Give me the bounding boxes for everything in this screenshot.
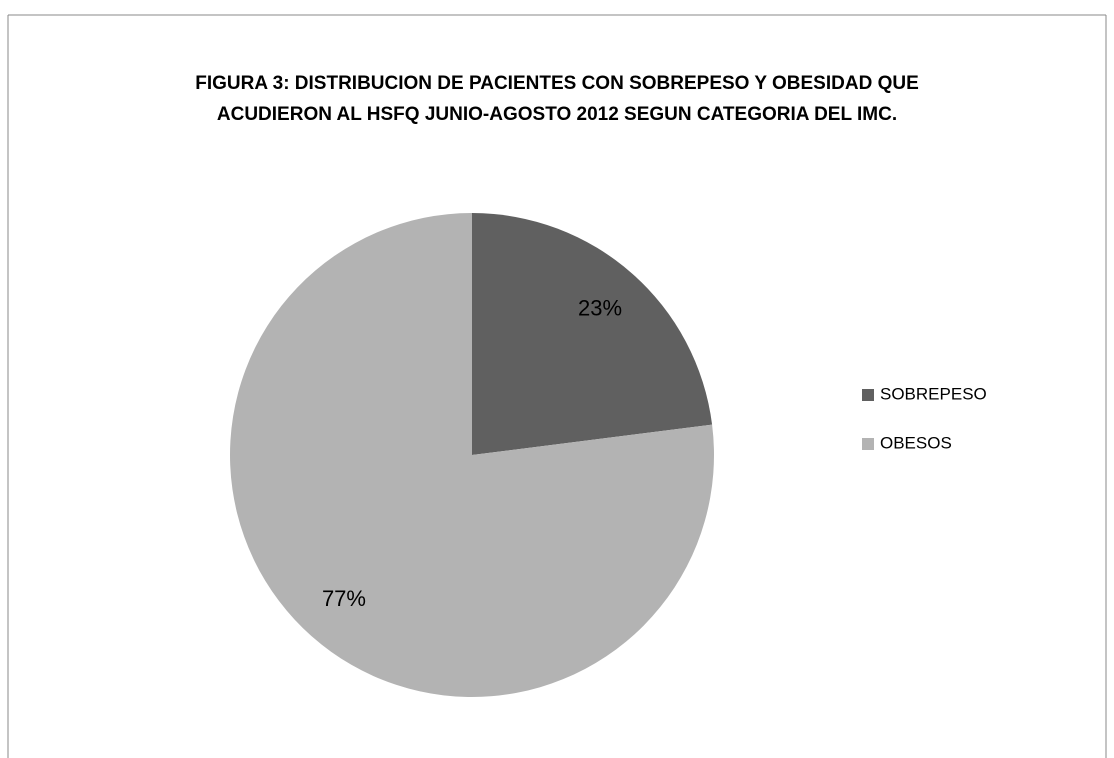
pie-slice: [472, 213, 713, 455]
legend-label: OBESOS: [880, 433, 952, 452]
chart-title: FIGURA 3: DISTRIBUCION DE PACIENTES CON …: [195, 73, 919, 125]
legend-swatch: [862, 438, 874, 450]
legend-label: SOBREPESO: [880, 384, 987, 403]
data-label: 23%: [578, 296, 622, 321]
legend-swatch: [862, 389, 874, 401]
data-label: 77%: [322, 586, 366, 611]
pie-slice: [229, 213, 714, 698]
